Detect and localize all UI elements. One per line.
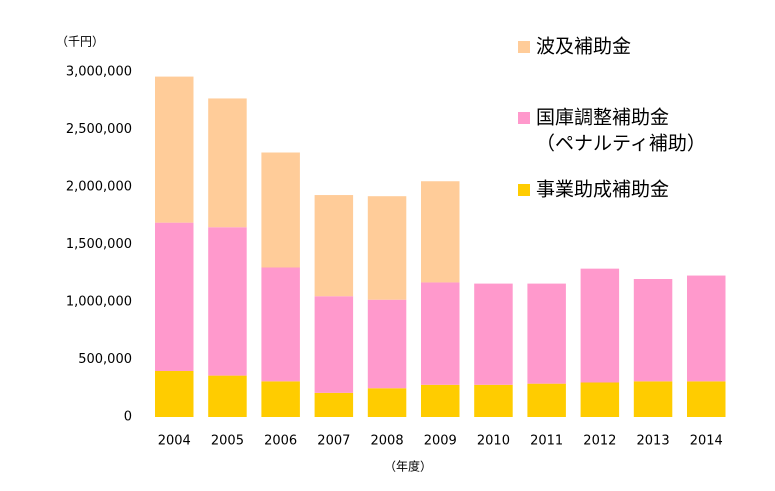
x-tick-label-2014: 2014 — [690, 434, 723, 449]
bar-stack-2011 — [527, 283, 566, 417]
legend-item-ripple-subsidy: 波及補助金 — [518, 36, 631, 58]
bar-stack-2014 — [687, 275, 726, 417]
x-tick-label-2012: 2012 — [583, 434, 616, 449]
bar-2014-national-adjustment-subsidy — [687, 275, 726, 382]
x-axis-label: （年度） — [384, 459, 432, 474]
bar-2009-business-subsidy — [421, 384, 460, 417]
bar-2011-national-adjustment-subsidy — [527, 283, 566, 384]
bar-2006-ripple-subsidy — [261, 152, 300, 268]
bar-2007-ripple-subsidy — [314, 195, 354, 297]
legend-item-business-subsidy: 事業助成補助金 — [518, 179, 669, 201]
bar-2008-business-subsidy — [367, 388, 407, 417]
bar-2004-national-adjustment-subsidy — [155, 222, 194, 371]
bar-2006-business-subsidy — [261, 381, 300, 417]
x-tick-label-2007: 2007 — [317, 434, 350, 449]
bar-2011-business-subsidy — [527, 383, 566, 417]
bar-stack-2006 — [261, 152, 300, 417]
legend-swatch — [518, 112, 530, 124]
bar-2012-business-subsidy — [580, 382, 620, 417]
x-tick-label-2006: 2006 — [264, 434, 297, 449]
x-axis-tick-labels: 2004 2005 2006 2007 2008 2009 2010 2011 2012 2013… — [158, 434, 723, 449]
bars — [155, 76, 726, 417]
x-tick-label-2010: 2010 — [477, 434, 510, 449]
bar-2009-national-adjustment-subsidy — [421, 282, 460, 385]
bar-2014-business-subsidy — [687, 381, 726, 417]
bar-2007-national-adjustment-subsidy — [314, 296, 354, 393]
bar-stack-2008 — [367, 196, 407, 417]
bar-2008-ripple-subsidy — [367, 196, 407, 300]
y-tick-label: 3,000,000 — [66, 65, 132, 80]
legend-label-note: （ペナルティ補助） — [536, 133, 706, 155]
x-tick-label-2008: 2008 — [371, 434, 404, 449]
bar-2005-business-subsidy — [208, 375, 247, 417]
y-tick-label: 1,000,000 — [66, 295, 132, 310]
legend-swatch — [518, 41, 530, 53]
y-tick-label: 0 — [124, 410, 132, 425]
y-tick-label: 2,000,000 — [66, 180, 132, 195]
legend-label: 事業助成補助金 — [536, 179, 669, 201]
bar-2010-business-subsidy — [474, 384, 513, 417]
legend-swatch — [518, 184, 530, 196]
x-tick-label-2011: 2011 — [530, 434, 563, 449]
bar-stack-2012 — [580, 268, 620, 417]
bar-2008-national-adjustment-subsidy — [367, 299, 407, 389]
legend-label: 国庫調整補助金 — [536, 107, 669, 129]
bar-stack-2004 — [155, 76, 194, 417]
legend-item-national-adjustment-subsidy: 国庫調整補助金 （ペナルティ補助） — [518, 107, 706, 155]
bar-stack-2007 — [314, 195, 354, 417]
y-axis-unit-label: （千円） — [56, 35, 104, 49]
bar-stack-2009 — [421, 181, 460, 417]
legend-label: 波及補助金 — [536, 36, 631, 58]
x-tick-label-2013: 2013 — [637, 434, 670, 449]
y-tick-label: 1,500,000 — [66, 237, 132, 252]
bar-2004-business-subsidy — [155, 371, 194, 417]
bar-stack-2013 — [633, 279, 673, 417]
bar-2010-national-adjustment-subsidy — [474, 283, 513, 385]
x-tick-label-2009: 2009 — [424, 434, 457, 449]
bar-2013-national-adjustment-subsidy — [633, 279, 673, 382]
x-tick-label-2005: 2005 — [211, 434, 244, 449]
bar-stack-2010 — [474, 283, 513, 417]
y-axis-tick-labels: 0 500,000 1,000,000 1,500,000 2,000,000 2,500… — [66, 65, 132, 425]
bar-2005-national-adjustment-subsidy — [208, 227, 247, 376]
bar-2005-ripple-subsidy — [208, 98, 247, 228]
bar-2013-business-subsidy — [633, 381, 673, 417]
bar-2009-ripple-subsidy — [421, 181, 460, 283]
y-tick-label: 2,500,000 — [66, 122, 132, 137]
bar-2007-business-subsidy — [314, 392, 354, 417]
bar-2006-national-adjustment-subsidy — [261, 267, 300, 382]
bar-stack-2005 — [208, 98, 247, 417]
bar-2004-ripple-subsidy — [155, 76, 194, 223]
x-tick-label-2004: 2004 — [158, 434, 191, 449]
bar-2012-national-adjustment-subsidy — [580, 268, 620, 383]
y-tick-label: 500,000 — [78, 352, 132, 367]
